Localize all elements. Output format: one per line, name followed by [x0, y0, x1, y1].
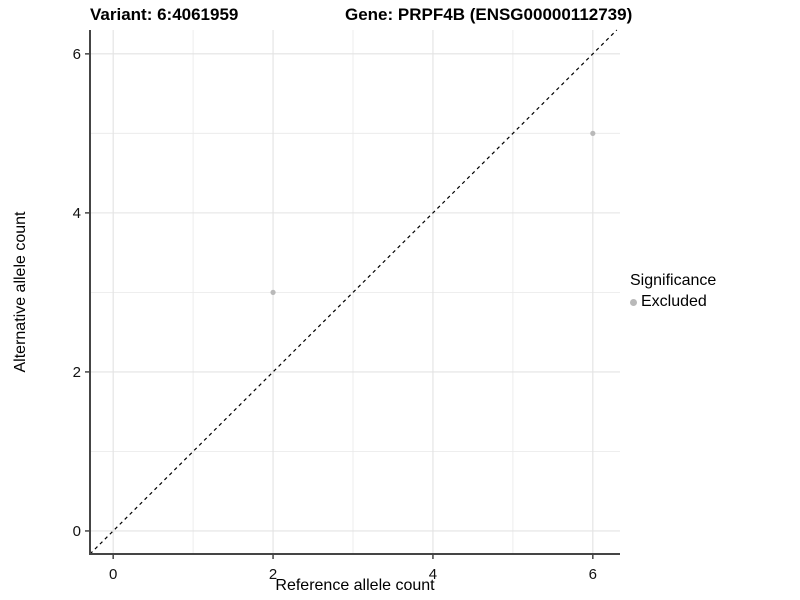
- plot-title-variant: Variant: 6:4061959: [90, 5, 239, 24]
- legend-title: Significance: [630, 272, 717, 289]
- x-axis-label: Reference allele count: [275, 577, 435, 594]
- identity-line: [89, 29, 618, 555]
- y-axis-label: Alternative allele count: [12, 211, 29, 373]
- y-tick-label: 6: [73, 46, 81, 63]
- data-point: [590, 130, 596, 136]
- legend-point-icon: [630, 298, 637, 306]
- y-tick-label: 0: [73, 523, 81, 540]
- y-tick-label: 2: [73, 364, 81, 381]
- plot-title-gene: Gene: PRPF4B (ENSG00000112739): [345, 5, 633, 24]
- x-tick-label: 0: [109, 566, 117, 583]
- x-tick-label: 4: [429, 566, 437, 583]
- legend-item-label: Excluded: [641, 293, 707, 310]
- data-point: [270, 289, 276, 295]
- x-tick-label: 6: [589, 566, 597, 583]
- legend-item-excluded: Excluded: [630, 293, 716, 311]
- x-tick-label: 2: [269, 566, 277, 583]
- y-tick-label: 4: [73, 205, 81, 222]
- legend: Significance Excluded: [630, 272, 716, 311]
